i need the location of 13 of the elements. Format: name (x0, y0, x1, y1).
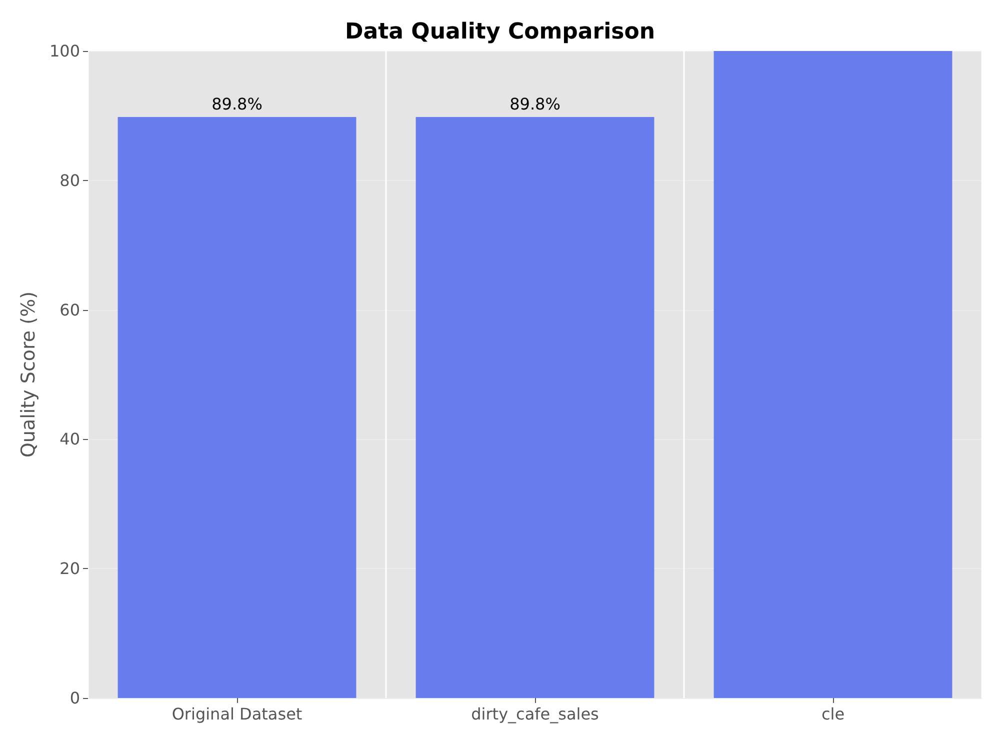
y-tick-label: 60 (60, 300, 80, 320)
y-tick-label: 80 (60, 170, 80, 190)
chart-title: Data Quality Comparison (345, 20, 655, 44)
x-tick-label: Original Dataset (172, 704, 302, 724)
data-label: 89.8% (212, 94, 262, 114)
y-axis-title: Quality Score (%) (18, 291, 40, 458)
y-tick-label: 40 (60, 430, 80, 449)
x-tick-label: cle (821, 704, 845, 724)
x-tick-label: dirty_cafe_sales (471, 704, 599, 724)
y-tick-label: 0 (70, 688, 80, 708)
y-tick-label: 100 (49, 42, 80, 60)
y-tick-label: 20 (60, 559, 80, 578)
data-label: 89.8% (510, 94, 560, 114)
